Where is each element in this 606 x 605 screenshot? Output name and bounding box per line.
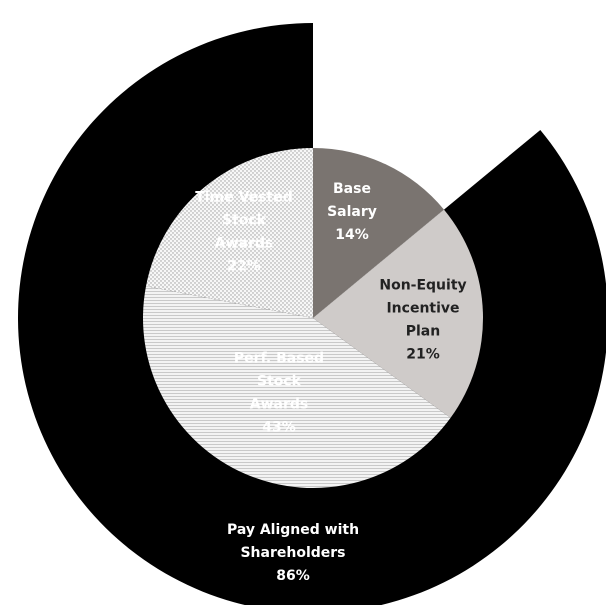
- slice-time-vested-stock-awards-label-line: Time Vested: [195, 190, 292, 206]
- slice-pay-aligned-with-shareholders-label-line: Pay Aligned with: [227, 522, 359, 538]
- slice-perf-based-stock-awards: [143, 286, 451, 488]
- slice-non-equity-incentive-plan-label-line: Plan: [406, 324, 440, 340]
- slice-base-salary-label: Base Salary 14%: [327, 181, 377, 243]
- slice-time-vested-stock-awards: [146, 148, 313, 318]
- slice-time-vested-stock-awards-label-line: Stock: [222, 213, 267, 229]
- slice-perf-based-stock-awards-label-line: 43%: [262, 420, 296, 436]
- slice-base-salary-label-line: 14%: [335, 227, 369, 243]
- slice-non-equity-incentive-plan-label-line: 21%: [406, 347, 440, 363]
- slice-non-equity-incentive-plan-label-line: Incentive: [386, 301, 459, 317]
- slice-base-salary-label-line: Base: [333, 181, 371, 197]
- inner-pie: [143, 148, 483, 488]
- slice-non-equity-incentive-plan-label-line: Non-Equity: [379, 278, 466, 294]
- slice-pay-aligned-with-shareholders-label-line: Shareholders: [240, 545, 345, 561]
- slice-perf-based-stock-awards-label-line: Perf. Based: [234, 351, 324, 367]
- data-labels: Pay Aligned with Shareholders 86% Base Salar…: [195, 181, 466, 584]
- slice-perf-based-stock-awards-label-line: Stock: [257, 374, 302, 390]
- slice-base-salary: [313, 148, 444, 318]
- slice-perf-based-stock-awards-label-line: Awards: [250, 397, 308, 413]
- slice-pay-aligned-with-shareholders-label: Pay Aligned with Shareholders 86%: [227, 522, 359, 584]
- slice-pay-aligned-with-shareholders-label-line: 86%: [276, 568, 310, 584]
- slice-base-salary-label-line: Salary: [327, 204, 377, 220]
- slice-time-vested-stock-awards-label: Time Vested Stock Awards 22%: [195, 190, 292, 275]
- slice-perf-based-stock-awards-label: Perf. Based Stock Awards 43%: [234, 351, 324, 436]
- slice-non-equity-incentive-plan: [313, 209, 483, 418]
- slice-non-equity-incentive-plan-label: Non-Equity Incentive Plan 21%: [379, 278, 466, 363]
- slice-time-vested-stock-awards-label-line: 22%: [227, 259, 261, 275]
- slice-time-vested-stock-awards-label-line: Awards: [215, 236, 273, 252]
